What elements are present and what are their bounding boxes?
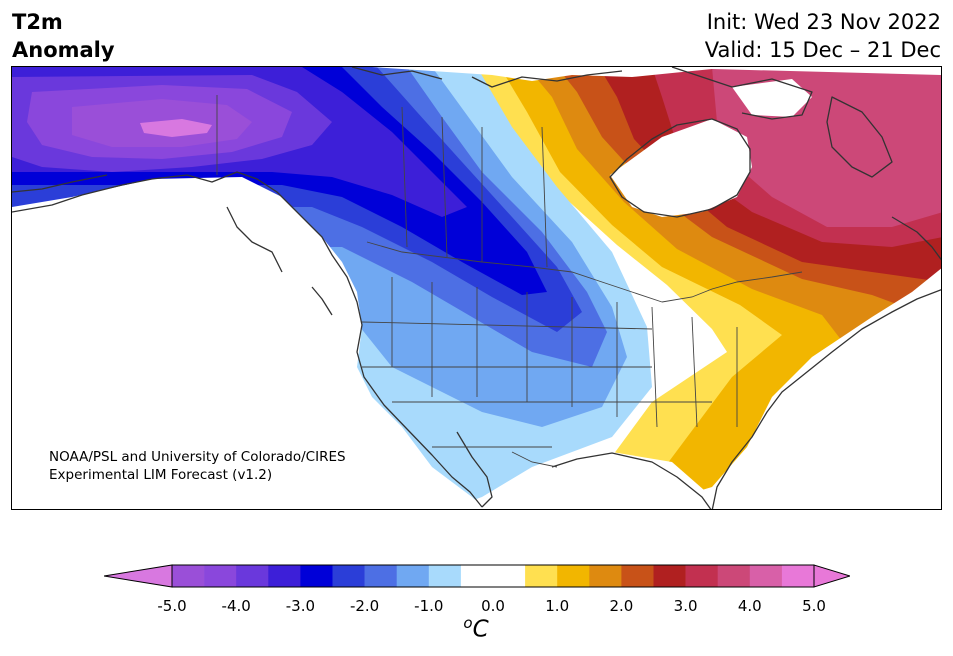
pacific-ocean-area: [12, 177, 485, 509]
colorbar-tick-label: 3.0: [673, 597, 698, 615]
colorbar-bin-13: [589, 565, 622, 587]
anomaly-map-canvas: NOAA/PSL and University of Colorado/CIRE…: [12, 67, 941, 509]
colorbar-extend-high: [813, 564, 850, 588]
coastlines: [12, 67, 941, 509]
colorbar-bin-10: [493, 565, 526, 587]
colorbar-tick-label: 0.0: [481, 597, 505, 615]
colorbar-bin-7: [396, 565, 430, 587]
colorbar-bin-18: [749, 565, 783, 587]
colorbar-bins: [172, 565, 815, 587]
colorbar-tick-label: 5.0: [802, 597, 826, 615]
credit-text: NOAA/PSL and University of Colorado/CIRE…: [49, 448, 346, 484]
colorbar-bin-11: [525, 565, 558, 587]
colorbar-bin-15: [653, 565, 686, 587]
variable-title: T2m Anomaly: [12, 8, 115, 64]
colorbar-bin-1: [204, 565, 237, 587]
cold-band-5p0: [140, 119, 212, 137]
colorbar-tick-label: 4.0: [737, 597, 762, 615]
colorbar-bin-14: [621, 565, 654, 587]
anomaly-map: NOAA/PSL and University of Colorado/CIRE…: [11, 66, 942, 510]
colorbar-bin-17: [717, 565, 751, 587]
colorbar-bin-9: [460, 565, 494, 587]
colorbar-bin-6: [364, 565, 397, 587]
colorbar-bin-16: [685, 565, 718, 587]
colorbar-tick-label: 2.0: [609, 597, 634, 615]
variable-title-line1: T2m: [12, 10, 63, 34]
colorbar-tick-label: 1.0: [545, 597, 570, 615]
hudson-bay-area: [610, 119, 752, 217]
variable-title-line2: Anomaly: [12, 38, 115, 62]
init-date-label: Init: Wed 23 Nov 2022: [706, 10, 941, 34]
colorbar-bin-0: [172, 565, 205, 587]
valid-date-label: Valid: 15 Dec – 21 Dec: [704, 38, 941, 62]
colorbar-bin-5: [332, 565, 365, 587]
credit-line1: NOAA/PSL and University of Colorado/CIRE…: [49, 449, 346, 465]
colorbar-bin-19: [781, 565, 815, 587]
unit-superscript: o: [463, 614, 473, 632]
colorbar-tick-label: -4.0: [221, 597, 251, 615]
colorbar-extend-low: [104, 564, 173, 588]
colorbar-bin-8: [428, 565, 462, 587]
unit-letter: C: [472, 616, 489, 643]
colorbar-bin-3: [268, 565, 301, 587]
forecast-dates: Init: Wed 23 Nov 2022 Valid: 15 Dec – 21…: [705, 8, 941, 64]
colorbar: [104, 564, 850, 588]
colorbar-tick-label: -2.0: [349, 597, 380, 615]
arctic-ocean-area: [12, 67, 941, 81]
gulf-of-mexico-area: [552, 452, 712, 509]
colorbar-bin-12: [557, 565, 590, 587]
colorbar-tick-label: -1.0: [414, 597, 444, 615]
political-boundaries: [216, 95, 803, 468]
atlantic-ocean-area: [638, 268, 941, 509]
foxe-basin-area: [732, 79, 812, 117]
colorbar-bin-4: [300, 565, 333, 587]
colorbar-unit-label: oC: [463, 614, 488, 643]
colorbar-tick-label: -5.0: [157, 597, 187, 615]
colorbar-bin-2: [236, 565, 269, 587]
colorbar-tick-label: -3.0: [285, 597, 316, 615]
credit-line2: Experimental LIM Forecast (v1.2): [49, 467, 273, 483]
colorbar-outline: [171, 564, 815, 588]
